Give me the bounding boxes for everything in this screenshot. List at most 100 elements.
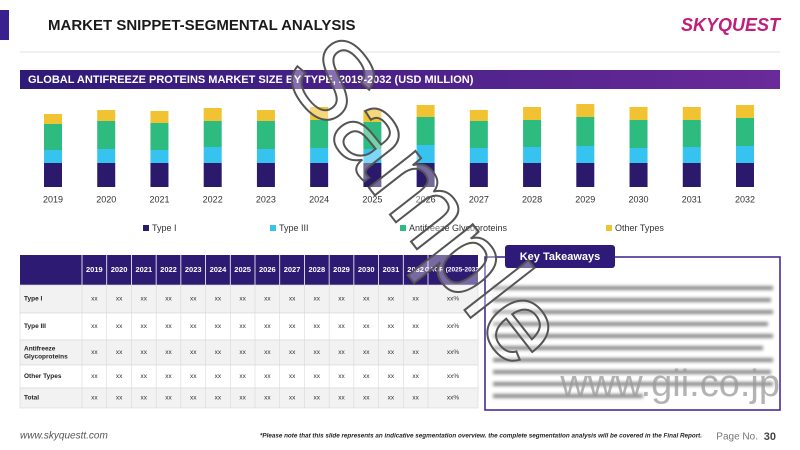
table-cell: xx <box>190 296 197 303</box>
blur-line <box>493 382 773 386</box>
bar-segment <box>256 163 275 187</box>
table-cell: xx <box>264 395 271 402</box>
table-row-label: Other Types <box>24 373 62 380</box>
bar-segment <box>44 114 62 124</box>
bar-segment <box>44 150 62 163</box>
blur-line <box>493 394 643 398</box>
takeaways-title-pill <box>505 245 615 268</box>
table-header-cell: 2021 <box>135 265 152 274</box>
bar-segment <box>97 149 116 163</box>
bar-segment <box>576 104 595 117</box>
bar-segment <box>682 120 701 147</box>
table-header-cell: 2032 <box>407 265 424 274</box>
blur-line <box>493 286 773 290</box>
table-row-bg <box>19 387 479 409</box>
table-cell: xx <box>412 296 419 303</box>
table-cell: xx <box>412 349 419 356</box>
table-header-bg <box>20 255 478 285</box>
chart-title-banner <box>20 70 780 89</box>
table-cell: xx <box>363 395 370 402</box>
x-tick-label: 2029 <box>575 194 595 204</box>
bar-segment <box>44 163 62 187</box>
blur-line <box>493 346 763 350</box>
table-cell: xx <box>116 349 123 356</box>
table-cell: xx <box>338 296 345 303</box>
bar-segment <box>203 108 222 121</box>
bar-segment <box>682 107 701 120</box>
table-cell: xx <box>289 296 296 303</box>
table-header-cell: 2029 <box>333 265 350 274</box>
table-cell: xx% <box>447 373 460 380</box>
table-cell: xx <box>215 323 222 330</box>
table-header-cell: 2028 <box>308 265 325 274</box>
x-tick-label: 2024 <box>309 194 329 204</box>
bar-segment <box>150 163 169 187</box>
table-row-label: Total <box>24 395 39 402</box>
bar-segment <box>256 149 275 163</box>
table-cell: xx <box>388 395 395 402</box>
bar-segment <box>416 105 435 117</box>
table-cell: xx <box>289 323 296 330</box>
table-cell: xx <box>165 395 172 402</box>
table-cell: xx <box>314 296 321 303</box>
page-label: Page No. <box>716 432 758 443</box>
bar-segment <box>523 163 542 187</box>
table-cell: xx <box>314 323 321 330</box>
bar-segment <box>203 147 222 163</box>
table-header-cell: 2023 <box>185 265 202 274</box>
bar-segment <box>736 163 754 187</box>
blur-line <box>493 334 773 338</box>
blur-line <box>493 322 768 326</box>
x-tick-label: 2025 <box>362 194 382 204</box>
table-header-cell: 2024 <box>210 265 228 274</box>
table-cell: xx <box>141 373 148 380</box>
bar-segment <box>363 122 382 149</box>
table-header-cell: 2025 <box>234 265 251 274</box>
table-cell: xx <box>338 323 345 330</box>
blur-line <box>493 358 773 362</box>
blurred-text <box>493 286 773 398</box>
table-cell: xx <box>215 349 222 356</box>
bar-segment <box>682 147 701 163</box>
bar-segment <box>416 163 435 187</box>
table-cell: xx <box>388 373 395 380</box>
bar-segment <box>576 163 595 187</box>
bar-segment <box>736 146 754 163</box>
bar-segment <box>150 150 169 163</box>
bar-segment <box>97 121 116 149</box>
legend-label: Type I <box>152 223 177 233</box>
chart-title: GLOBAL ANTIFREEZE PROTEINS MARKET SIZE B… <box>28 74 474 86</box>
x-tick-label: 2019 <box>43 194 63 204</box>
table-cell: xx <box>264 349 271 356</box>
table: 2019 2020 2021 2022 2023 2024 2025 2026 2027 2028… <box>19 255 481 409</box>
table-cell: xx <box>314 395 321 402</box>
table-header-cell: 2031 <box>383 265 400 274</box>
x-tick-label: 2032 <box>735 194 755 204</box>
table-cell: xx <box>289 349 296 356</box>
table-header-cell: CAGR (2025-2032) <box>425 267 481 274</box>
table-cell: xx <box>215 373 222 380</box>
table-cell: xx <box>165 323 172 330</box>
table-cell: xx <box>91 349 98 356</box>
table-row-bg <box>19 312 479 341</box>
table-cell: xx% <box>447 323 460 330</box>
table-cell: xx <box>388 349 395 356</box>
accent-bar <box>0 10 9 40</box>
legend-label: Other Types <box>615 223 664 233</box>
table-cell: xx <box>141 349 148 356</box>
bar-segment <box>469 148 488 163</box>
bar-segment <box>523 107 542 120</box>
bar-segment <box>256 121 275 149</box>
table-cell: xx <box>289 373 296 380</box>
chart: 2019 2020 2021 2022 2023 2024 2025 2026 2027 2028… <box>43 104 755 233</box>
bar-segment <box>363 110 382 122</box>
bar-segment <box>203 121 222 147</box>
table-cell: xx <box>412 323 419 330</box>
table-cell: xx <box>239 296 246 303</box>
bar-segment <box>736 105 754 118</box>
table-row-bg <box>19 284 479 314</box>
table-cell: xx <box>116 373 123 380</box>
x-tick-label: 2028 <box>522 194 542 204</box>
table-cell: xx <box>141 323 148 330</box>
